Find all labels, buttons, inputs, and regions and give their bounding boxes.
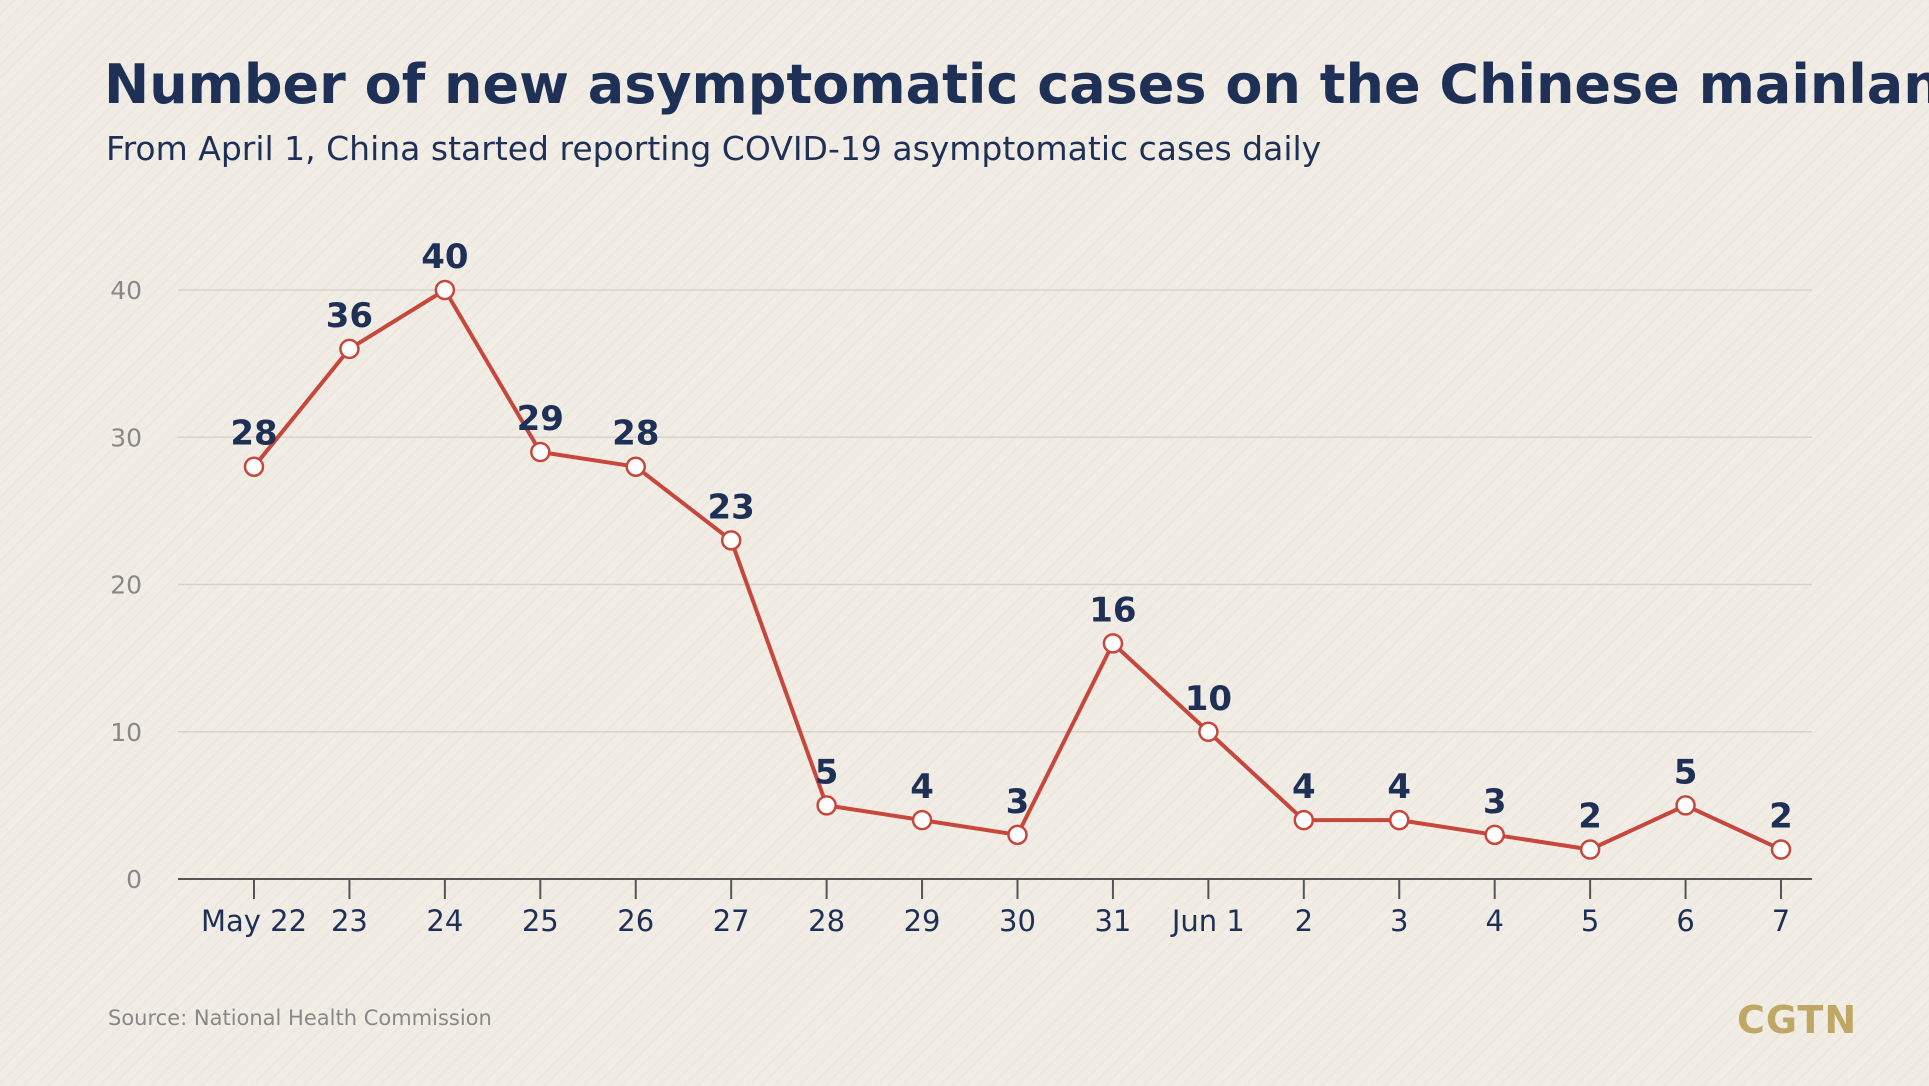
y-tick-label: 10 (110, 718, 142, 747)
x-tick-label: 6 (1676, 904, 1694, 938)
data-label: 5 (1674, 752, 1698, 792)
data-point (1007, 824, 1028, 846)
y-tick-label: 20 (110, 571, 142, 600)
x-tick-label: 5 (1581, 904, 1599, 938)
data-point (911, 809, 933, 831)
data-point (1198, 721, 1219, 742)
x-tick-label: 28 (808, 904, 845, 938)
data-point (1389, 809, 1410, 831)
data-point (243, 456, 265, 477)
chart-subtitle: From April 1, China started reporting CO… (106, 129, 1322, 168)
data-label: 23 (708, 487, 755, 527)
x-tick-label: May 22 (201, 904, 307, 938)
data-label: 5 (815, 752, 839, 792)
chart-title: Number of new asymptomatic cases on the … (104, 53, 1929, 116)
data-label: 3 (1483, 782, 1507, 822)
data-point (625, 456, 646, 477)
data-label: 4 (1387, 767, 1411, 807)
x-tick-label: 4 (1485, 904, 1503, 938)
data-label: 16 (1089, 590, 1136, 630)
data-label: 2 (1769, 797, 1793, 837)
data-point (720, 530, 742, 551)
data-label: 10 (1185, 679, 1232, 719)
x-tick-label: 31 (1094, 904, 1131, 938)
data-point (339, 338, 360, 360)
x-tick-label: 29 (904, 904, 941, 938)
x-tick-label: 2 (1295, 904, 1313, 938)
x-tick-label: 25 (522, 904, 559, 938)
x-tick-label: 27 (713, 904, 750, 938)
x-tick-label: 3 (1390, 904, 1408, 938)
data-point (1675, 795, 1696, 816)
x-tick-label: 26 (617, 904, 654, 938)
data-label: 4 (910, 767, 934, 807)
data-label: 4 (1292, 767, 1316, 807)
cgtn-logo: CGTN (1737, 998, 1858, 1042)
data-point (1770, 839, 1792, 860)
x-tick-label: 30 (999, 904, 1036, 938)
x-tick-label: 7 (1772, 904, 1790, 938)
y-tick-label: 30 (110, 423, 142, 452)
source-note: Source: National Health Commission (108, 1006, 492, 1030)
data-point (530, 441, 551, 463)
x-tick-label: 23 (331, 904, 368, 938)
data-point (1293, 809, 1315, 831)
data-label: 40 (421, 237, 468, 277)
data-label: 28 (230, 414, 277, 454)
data-label: 2 (1578, 797, 1602, 837)
series-line (252, 288, 1783, 852)
x-tick-label: 24 (426, 904, 463, 938)
data-point (1484, 824, 1505, 846)
data-label: 3 (1006, 782, 1030, 822)
y-tick-label: 0 (126, 865, 142, 894)
x-tick-label: Jun 1 (1170, 904, 1245, 938)
data-point (434, 279, 456, 301)
data-point (1102, 633, 1124, 654)
data-point (1579, 839, 1601, 860)
data-label: 36 (326, 296, 373, 336)
data-point (816, 795, 837, 816)
data-label: 28 (612, 414, 659, 454)
data-label: 29 (517, 399, 564, 439)
y-tick-label: 40 (110, 276, 142, 305)
